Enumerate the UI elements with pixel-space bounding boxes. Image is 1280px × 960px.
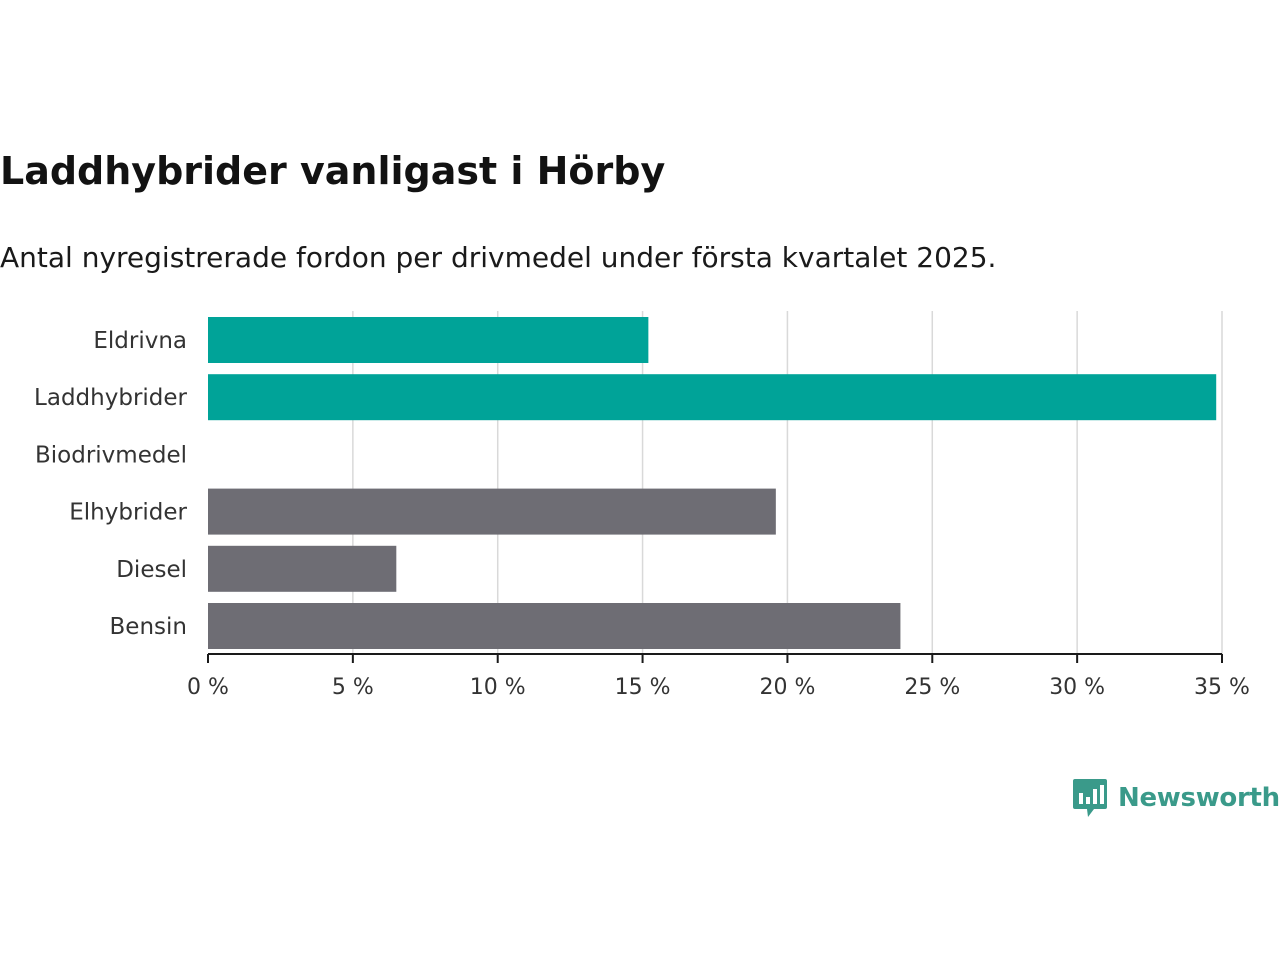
x-tick-label: 35 % (1194, 675, 1250, 700)
x-tick-label: 0 % (187, 675, 229, 700)
category-label: Elhybrider (69, 500, 187, 526)
category-label: Bensin (110, 614, 187, 640)
x-tick-label: 10 % (470, 675, 526, 700)
x-tick-label: 30 % (1049, 675, 1105, 700)
category-label: Biodrivmedel (35, 442, 187, 468)
x-tick-label: 25 % (904, 675, 960, 700)
chart-subtitle: Antal nyregistrerade fordon per drivmede… (0, 241, 997, 274)
bar-elhybrider (208, 488, 776, 535)
bar-bensin (208, 603, 901, 649)
brand-name: Newsworthy (1118, 783, 1280, 813)
category-label: Laddhybrider (34, 385, 187, 411)
category-label: Eldrivna (93, 328, 187, 354)
bars (208, 317, 1217, 649)
bar-chart-speech-bubble-icon (1073, 779, 1107, 817)
chart-title: Laddhybrider vanligast i Hörby (0, 149, 666, 193)
bar-laddhybrider (208, 374, 1217, 421)
bar-eldrivna (208, 317, 649, 363)
x-tick-label: 20 % (759, 675, 815, 700)
brand-logo: Newsworthy (1072, 776, 1280, 820)
category-labels: Eldrivna Laddhybrider Biodrivmedel Elhybrid… (34, 328, 187, 640)
x-tick-label: 15 % (615, 675, 671, 700)
x-axis: 0 % 5 % 10 % 15 % 20 % 25 % 30 % 35 % (187, 653, 1250, 700)
x-tick-label: 5 % (332, 675, 374, 700)
bar-diesel (208, 545, 397, 592)
category-label: Diesel (116, 557, 187, 583)
gridlines (352, 311, 1223, 654)
